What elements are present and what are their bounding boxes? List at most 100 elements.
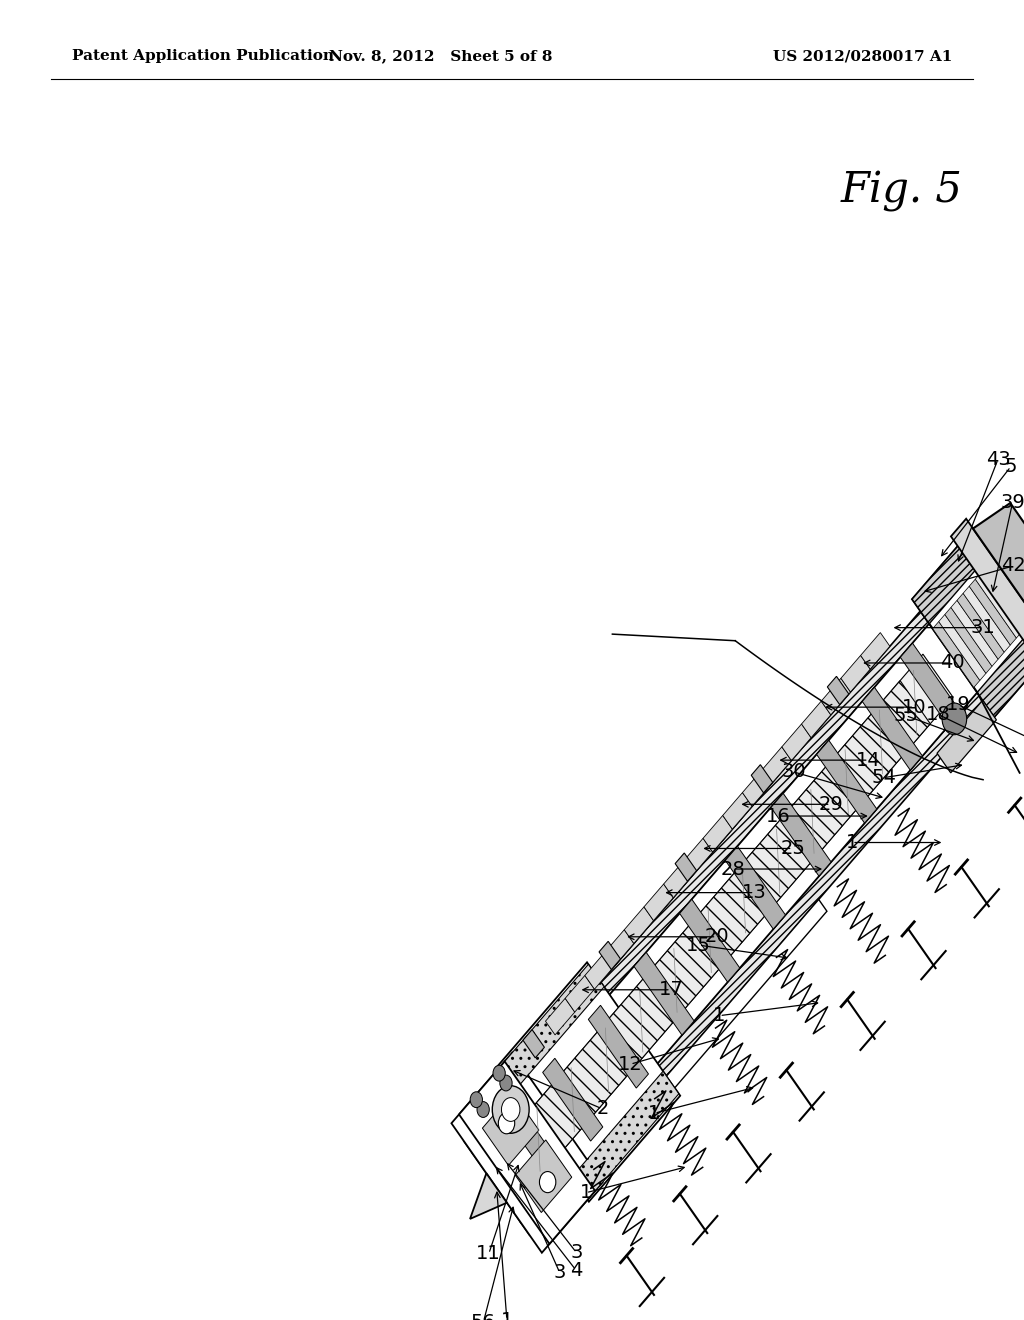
Polygon shape	[604, 929, 634, 966]
Text: 1: 1	[713, 1006, 726, 1026]
Text: 17: 17	[658, 981, 683, 999]
Circle shape	[470, 1092, 482, 1107]
Polygon shape	[957, 593, 1005, 659]
Polygon shape	[742, 770, 772, 807]
Polygon shape	[951, 519, 1024, 673]
Polygon shape	[519, 681, 930, 1166]
Text: 54: 54	[871, 768, 896, 787]
Polygon shape	[975, 572, 1023, 638]
Text: 19: 19	[946, 696, 971, 714]
Circle shape	[502, 1098, 520, 1122]
Polygon shape	[675, 853, 696, 882]
Text: Fig. 5: Fig. 5	[840, 170, 963, 213]
Polygon shape	[912, 528, 1024, 717]
Polygon shape	[546, 998, 574, 1035]
Text: 4: 4	[569, 1261, 582, 1279]
Polygon shape	[827, 676, 849, 705]
Polygon shape	[634, 952, 694, 1035]
Text: 30: 30	[781, 763, 806, 781]
Text: 11: 11	[476, 1245, 501, 1263]
Text: 1: 1	[648, 1104, 660, 1123]
Text: 1: 1	[846, 833, 858, 851]
Polygon shape	[473, 624, 977, 1222]
Polygon shape	[571, 1072, 679, 1200]
Text: 5: 5	[1005, 457, 1017, 477]
Text: 10: 10	[902, 698, 927, 717]
Polygon shape	[680, 899, 739, 982]
Text: 1: 1	[501, 1311, 513, 1320]
Polygon shape	[900, 643, 961, 726]
Text: 55: 55	[893, 706, 919, 725]
Polygon shape	[497, 965, 604, 1093]
Circle shape	[493, 1086, 529, 1134]
Polygon shape	[862, 688, 923, 770]
Polygon shape	[497, 655, 953, 1192]
Polygon shape	[723, 792, 752, 829]
Text: 29: 29	[818, 795, 843, 814]
Circle shape	[477, 1102, 489, 1118]
Polygon shape	[565, 975, 595, 1012]
Polygon shape	[585, 953, 614, 989]
Polygon shape	[452, 1052, 603, 1253]
Polygon shape	[470, 1173, 507, 1218]
Polygon shape	[771, 793, 831, 876]
Polygon shape	[969, 579, 1017, 645]
Circle shape	[493, 1065, 505, 1081]
Text: 43: 43	[986, 450, 1011, 469]
Polygon shape	[945, 607, 992, 673]
Text: Nov. 8, 2012   Sheet 5 of 8: Nov. 8, 2012 Sheet 5 of 8	[329, 49, 552, 63]
Polygon shape	[543, 1059, 603, 1140]
Text: 16: 16	[766, 807, 791, 825]
Polygon shape	[515, 1140, 571, 1213]
Circle shape	[500, 1074, 512, 1090]
Polygon shape	[725, 846, 785, 929]
Text: 3: 3	[554, 1263, 566, 1282]
Polygon shape	[520, 693, 986, 1236]
Polygon shape	[821, 678, 851, 715]
Polygon shape	[589, 1006, 648, 1088]
Polygon shape	[667, 899, 827, 1088]
Polygon shape	[703, 816, 732, 851]
Polygon shape	[912, 528, 990, 624]
Text: 14: 14	[856, 751, 881, 770]
Text: 12: 12	[617, 1055, 643, 1073]
Polygon shape	[482, 1093, 539, 1166]
Polygon shape	[496, 962, 680, 1201]
Text: 1: 1	[580, 1183, 592, 1203]
Polygon shape	[860, 632, 890, 669]
Polygon shape	[625, 907, 653, 944]
Polygon shape	[593, 793, 753, 982]
Text: 56: 56	[471, 1312, 496, 1320]
Polygon shape	[937, 700, 996, 772]
Polygon shape	[464, 611, 929, 1154]
Polygon shape	[802, 701, 830, 738]
Polygon shape	[752, 764, 773, 793]
Text: US 2012/0280017 A1: US 2012/0280017 A1	[773, 49, 952, 63]
Polygon shape	[933, 622, 980, 688]
Text: 13: 13	[742, 883, 767, 902]
Polygon shape	[782, 723, 811, 760]
Polygon shape	[683, 838, 713, 875]
Text: 2: 2	[596, 1100, 608, 1118]
Polygon shape	[459, 1061, 595, 1243]
Text: 39: 39	[1000, 494, 1024, 512]
Polygon shape	[951, 601, 998, 667]
Text: 15: 15	[686, 936, 712, 954]
Polygon shape	[816, 741, 877, 824]
Polygon shape	[964, 586, 1011, 652]
Text: 42: 42	[1000, 557, 1024, 576]
Polygon shape	[505, 1102, 565, 1185]
Polygon shape	[939, 615, 986, 680]
Circle shape	[942, 704, 967, 735]
Text: 3: 3	[570, 1243, 583, 1262]
Circle shape	[540, 1172, 556, 1193]
Polygon shape	[599, 941, 621, 970]
Polygon shape	[977, 622, 1024, 717]
Polygon shape	[644, 884, 673, 920]
Text: 25: 25	[780, 840, 805, 858]
Text: 20: 20	[705, 927, 729, 946]
Text: Patent Application Publication: Patent Application Publication	[72, 49, 334, 63]
Polygon shape	[762, 747, 792, 784]
Polygon shape	[973, 503, 1024, 647]
Polygon shape	[523, 1030, 545, 1057]
